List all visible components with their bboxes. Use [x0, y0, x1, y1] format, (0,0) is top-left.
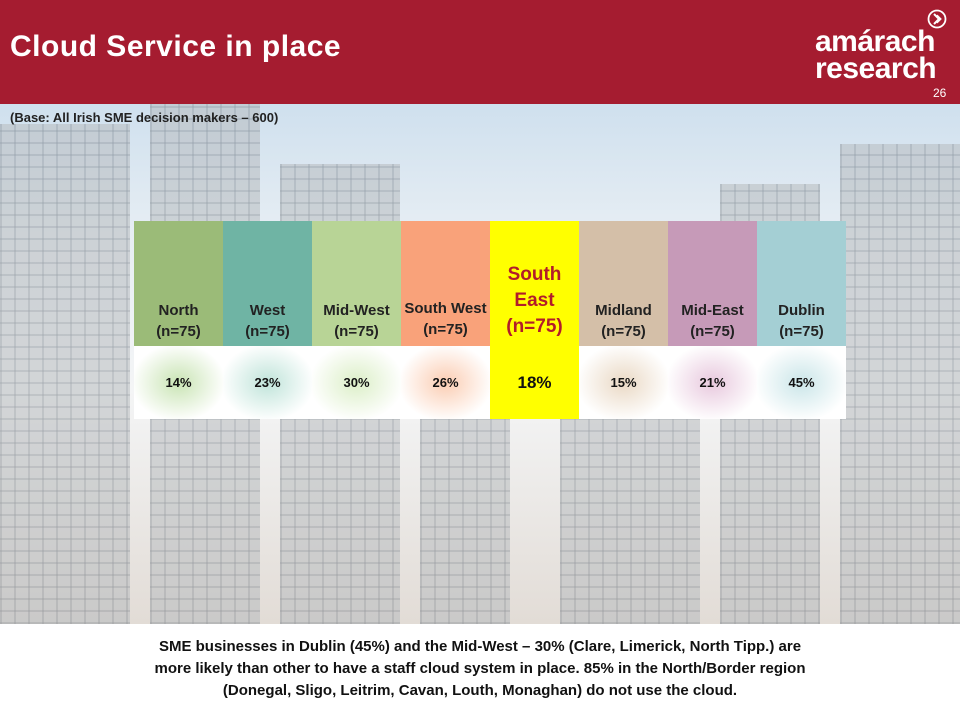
region-header: Mid-West (n=75) [312, 221, 401, 346]
region-header: South West (n=75) [401, 221, 490, 346]
region-sample-size: (n=75) [506, 316, 563, 337]
region-column: Mid-West (n=75) 30% [312, 221, 401, 419]
region-name: South East [507, 264, 562, 311]
region-header: Midland (n=75) [579, 221, 668, 346]
region-header: Mid-East (n=75) [668, 221, 757, 346]
region-header: Dublin (n=75) [757, 221, 846, 346]
region-column: West (n=75) 23% [223, 221, 312, 419]
summary-line-2: more likely than other to have a staff c… [154, 660, 806, 677]
region-sample-size: (n=75) [690, 323, 735, 340]
region-value: 14% [134, 346, 223, 419]
summary-text: SME businesses in Dublin (45%) and the M… [0, 636, 960, 702]
summary-band [0, 624, 960, 720]
region-value: 18% [490, 346, 579, 419]
base-note: (Base: All Irish SME decision makers – 6… [10, 110, 279, 125]
region-value: 21% [668, 346, 757, 419]
region-header: North (n=75) [134, 221, 223, 346]
region-name: Mid-West [323, 302, 390, 319]
region-sample-size: (n=75) [423, 321, 468, 338]
region-name: Mid-East [681, 302, 744, 319]
region-value: 15% [579, 346, 668, 419]
page-number: 26 [933, 86, 947, 100]
region-column: Dublin (n=75) 45% [757, 221, 846, 419]
chevron-circle-right-icon [927, 9, 947, 29]
region-column: Mid-East (n=75) 21% [668, 221, 757, 419]
page-title: Cloud Service in place [10, 30, 342, 63]
building-shape [840, 144, 960, 624]
region-column: South East (n=75) 18% [490, 221, 579, 419]
region-value: 26% [401, 346, 490, 419]
region-header: West (n=75) [223, 221, 312, 346]
region-name: West [249, 302, 286, 319]
region-sample-size: (n=75) [779, 323, 824, 340]
region-name: South West [404, 300, 487, 317]
region-value: 23% [223, 346, 312, 419]
region-sample-size: (n=75) [245, 323, 290, 340]
region-sample-size: (n=75) [156, 323, 201, 340]
building-shape [0, 124, 130, 624]
logo-line-2: research [815, 52, 937, 85]
region-sample-size: (n=75) [334, 323, 379, 340]
region-value: 30% [312, 346, 401, 419]
region-column: Midland (n=75) 15% [579, 221, 668, 419]
region-column: North (n=75) 14% [134, 221, 223, 419]
brand-logo: amárach research [815, 25, 937, 85]
region-sample-size: (n=75) [601, 323, 646, 340]
logo-line-1: amárach [815, 25, 935, 58]
region-name: Dublin [778, 302, 825, 319]
header-bar: Cloud Service in place amárach research … [0, 0, 960, 104]
region-value: 45% [757, 346, 846, 419]
summary-line-3: (Donegal, Sligo, Leitrim, Cavan, Louth, … [222, 682, 738, 699]
region-header: South East (n=75) [490, 221, 579, 346]
region-name: North [158, 302, 199, 319]
region-name: Midland [595, 302, 652, 319]
region-table: North (n=75) 14% West (n=75) 23% Mid-West (n=75… [134, 221, 846, 419]
summary-line-1: SME businesses in Dublin (45%) and the M… [158, 638, 802, 655]
region-column: South West (n=75) 26% [401, 221, 490, 419]
